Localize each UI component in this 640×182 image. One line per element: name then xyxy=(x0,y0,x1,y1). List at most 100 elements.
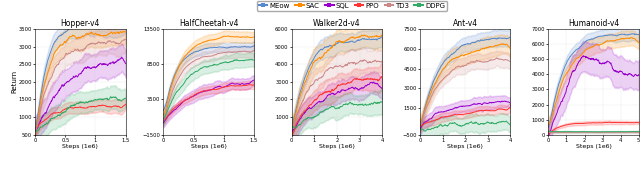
TD3 xyxy=(288,126,296,128)
TD3 xyxy=(470,61,477,63)
SAC xyxy=(108,31,115,33)
SQL xyxy=(545,134,552,137)
MEow xyxy=(213,46,221,48)
SAC xyxy=(635,42,640,44)
PPO xyxy=(342,83,349,85)
Line: SQL: SQL xyxy=(292,82,382,131)
PPO xyxy=(598,122,605,124)
SAC xyxy=(86,32,94,34)
DDPG xyxy=(215,63,223,65)
SAC xyxy=(236,36,244,38)
DDPG xyxy=(470,122,478,124)
SQL xyxy=(470,103,477,105)
SQL xyxy=(31,130,39,132)
TD3 xyxy=(342,64,349,66)
TD3 xyxy=(625,131,632,133)
TD3 xyxy=(31,132,39,134)
Line: TD3: TD3 xyxy=(35,39,125,133)
DDPG xyxy=(213,64,221,66)
TD3 xyxy=(635,131,640,134)
SQL xyxy=(378,87,386,90)
MEow xyxy=(472,41,479,43)
MEow xyxy=(31,129,39,131)
MEow xyxy=(627,33,634,35)
DDPG xyxy=(159,118,167,120)
SQL xyxy=(86,66,93,68)
TD3 xyxy=(85,43,93,46)
TD3 xyxy=(213,53,221,55)
MEow xyxy=(506,36,514,38)
DDPG xyxy=(344,104,351,106)
TD3 xyxy=(86,42,94,44)
SAC xyxy=(621,37,628,40)
SQL xyxy=(370,81,378,83)
DDPG xyxy=(85,101,93,103)
X-axis label: Steps (1e6): Steps (1e6) xyxy=(575,144,611,149)
DDPG xyxy=(499,120,506,123)
PPO xyxy=(378,76,386,78)
TD3 xyxy=(598,131,605,134)
Line: TD3: TD3 xyxy=(420,58,511,126)
PPO xyxy=(86,106,94,108)
PPO xyxy=(85,106,93,108)
SQL xyxy=(32,129,40,131)
X-axis label: Steps (1e6): Steps (1e6) xyxy=(191,144,227,149)
Line: SQL: SQL xyxy=(420,101,511,129)
DDPG xyxy=(377,100,385,103)
TD3 xyxy=(241,50,249,53)
SAC xyxy=(627,37,634,39)
MEow xyxy=(370,38,378,41)
SQL xyxy=(85,66,93,69)
MEow xyxy=(628,33,636,35)
TD3 xyxy=(159,120,167,122)
MEow xyxy=(492,38,500,40)
DDPG xyxy=(160,117,168,120)
PPO xyxy=(341,83,349,86)
SQL xyxy=(470,103,477,105)
Line: PPO: PPO xyxy=(163,85,254,120)
SAC xyxy=(370,36,378,38)
Line: MEow: MEow xyxy=(163,46,254,110)
TD3 xyxy=(215,52,223,55)
MEow xyxy=(600,35,607,37)
PPO xyxy=(545,133,552,135)
PPO xyxy=(159,119,167,121)
SQL xyxy=(236,83,243,85)
DDPG xyxy=(378,101,386,103)
SAC xyxy=(250,36,258,38)
PPO xyxy=(343,83,351,85)
MEow xyxy=(341,41,349,44)
DDPG xyxy=(545,130,552,132)
TD3 xyxy=(370,60,378,62)
SQL xyxy=(371,82,378,84)
SQL xyxy=(598,63,606,65)
SQL xyxy=(342,89,349,91)
DDPG xyxy=(594,131,602,133)
MEow xyxy=(498,37,506,39)
PPO xyxy=(236,85,243,87)
TD3 xyxy=(122,38,129,40)
SQL xyxy=(213,86,221,88)
SQL xyxy=(113,60,121,62)
Line: SQL: SQL xyxy=(163,80,254,122)
MEow xyxy=(159,109,167,112)
SAC xyxy=(507,47,515,50)
TD3 xyxy=(417,124,424,126)
PPO xyxy=(470,111,477,113)
SAC xyxy=(378,34,386,36)
PPO xyxy=(627,122,634,124)
PPO xyxy=(113,106,121,108)
SQL xyxy=(288,130,296,132)
SAC xyxy=(545,124,552,126)
SAC xyxy=(498,43,506,45)
PPO xyxy=(545,133,552,135)
SAC xyxy=(225,35,232,37)
DDPG xyxy=(107,96,115,98)
DDPG xyxy=(370,101,378,104)
SAC xyxy=(416,122,424,124)
X-axis label: Steps (1e6): Steps (1e6) xyxy=(63,144,99,149)
TD3 xyxy=(621,131,628,133)
PPO xyxy=(31,127,39,130)
PPO xyxy=(288,134,296,136)
SAC xyxy=(545,124,552,126)
